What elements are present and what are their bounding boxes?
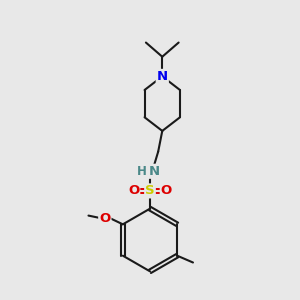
Text: N: N (157, 70, 168, 83)
Text: O: O (99, 212, 110, 225)
Text: S: S (145, 184, 155, 197)
Text: N: N (148, 165, 160, 178)
Text: H: H (137, 165, 147, 178)
Text: O: O (161, 184, 172, 197)
Text: O: O (128, 184, 139, 197)
